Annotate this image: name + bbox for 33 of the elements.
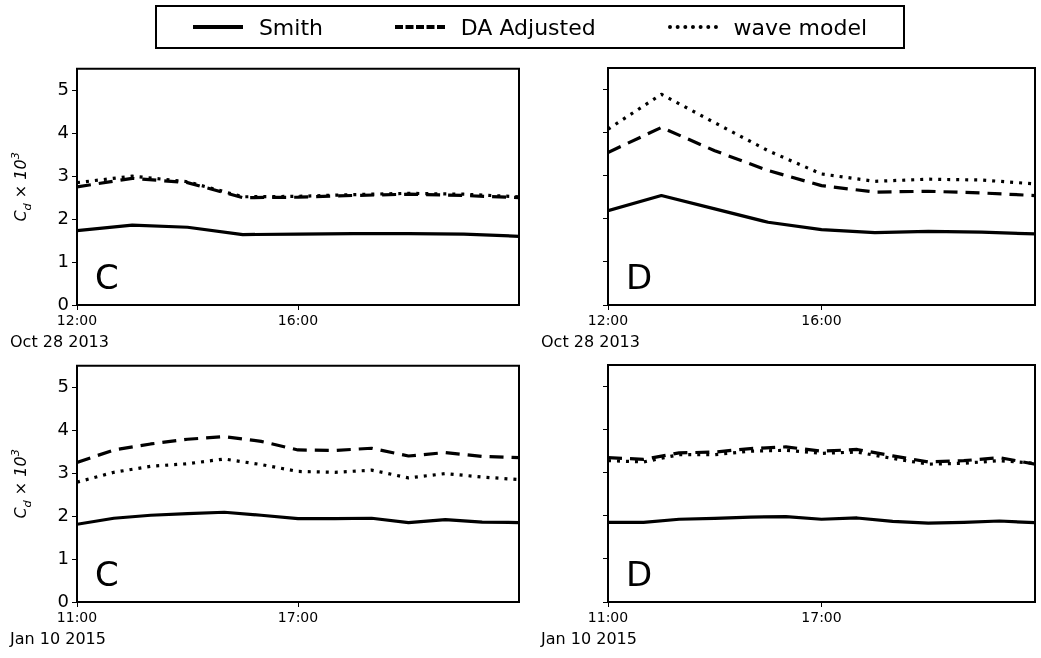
x-tick-label: 17:00 <box>801 609 842 626</box>
y-tick-label: 1 <box>57 546 69 568</box>
x-tick-label: 16:00 <box>277 312 319 329</box>
text: Oct 28 2013 <box>10 332 109 352</box>
text: Jan 10 2015 <box>9 629 106 649</box>
y-tick-label: 5 <box>57 374 69 396</box>
annotation: C <box>95 553 119 594</box>
y-tick-label: 2 <box>57 206 69 228</box>
y-tick-label: 3 <box>57 460 69 482</box>
annotation: C <box>95 256 119 297</box>
x-tick-label: 16:00 <box>801 312 842 329</box>
x-tick-label: 11:00 <box>56 609 98 626</box>
legend-label: DA Adjusted <box>460 14 596 40</box>
annotation: D <box>626 553 653 594</box>
text: Oct 28 2013 <box>541 332 640 352</box>
y-tick-label: 3 <box>57 163 69 185</box>
annotation: D <box>626 256 653 297</box>
y-tick-label: 4 <box>57 120 69 142</box>
y-tick-label: 0 <box>57 292 69 314</box>
y-axis-title: Cd × 103 <box>9 449 34 519</box>
x-tick-label: 11:00 <box>587 609 629 626</box>
y-axis-title: Cd × 103 <box>9 152 34 222</box>
x-tick-label: 17:00 <box>277 609 319 626</box>
y-tick-label: 5 <box>57 77 69 99</box>
text: Jan 10 2015 <box>540 629 637 649</box>
legend-label: wave model <box>733 14 868 40</box>
legend-label: Smith <box>258 14 323 40</box>
x-tick-label: 12:00 <box>56 312 98 329</box>
y-tick-label: 2 <box>57 503 69 525</box>
x-tick-label: 12:00 <box>587 312 629 329</box>
y-tick-label: 4 <box>57 417 69 439</box>
y-tick-label: 0 <box>57 589 69 611</box>
y-tick-label: 1 <box>57 249 69 271</box>
